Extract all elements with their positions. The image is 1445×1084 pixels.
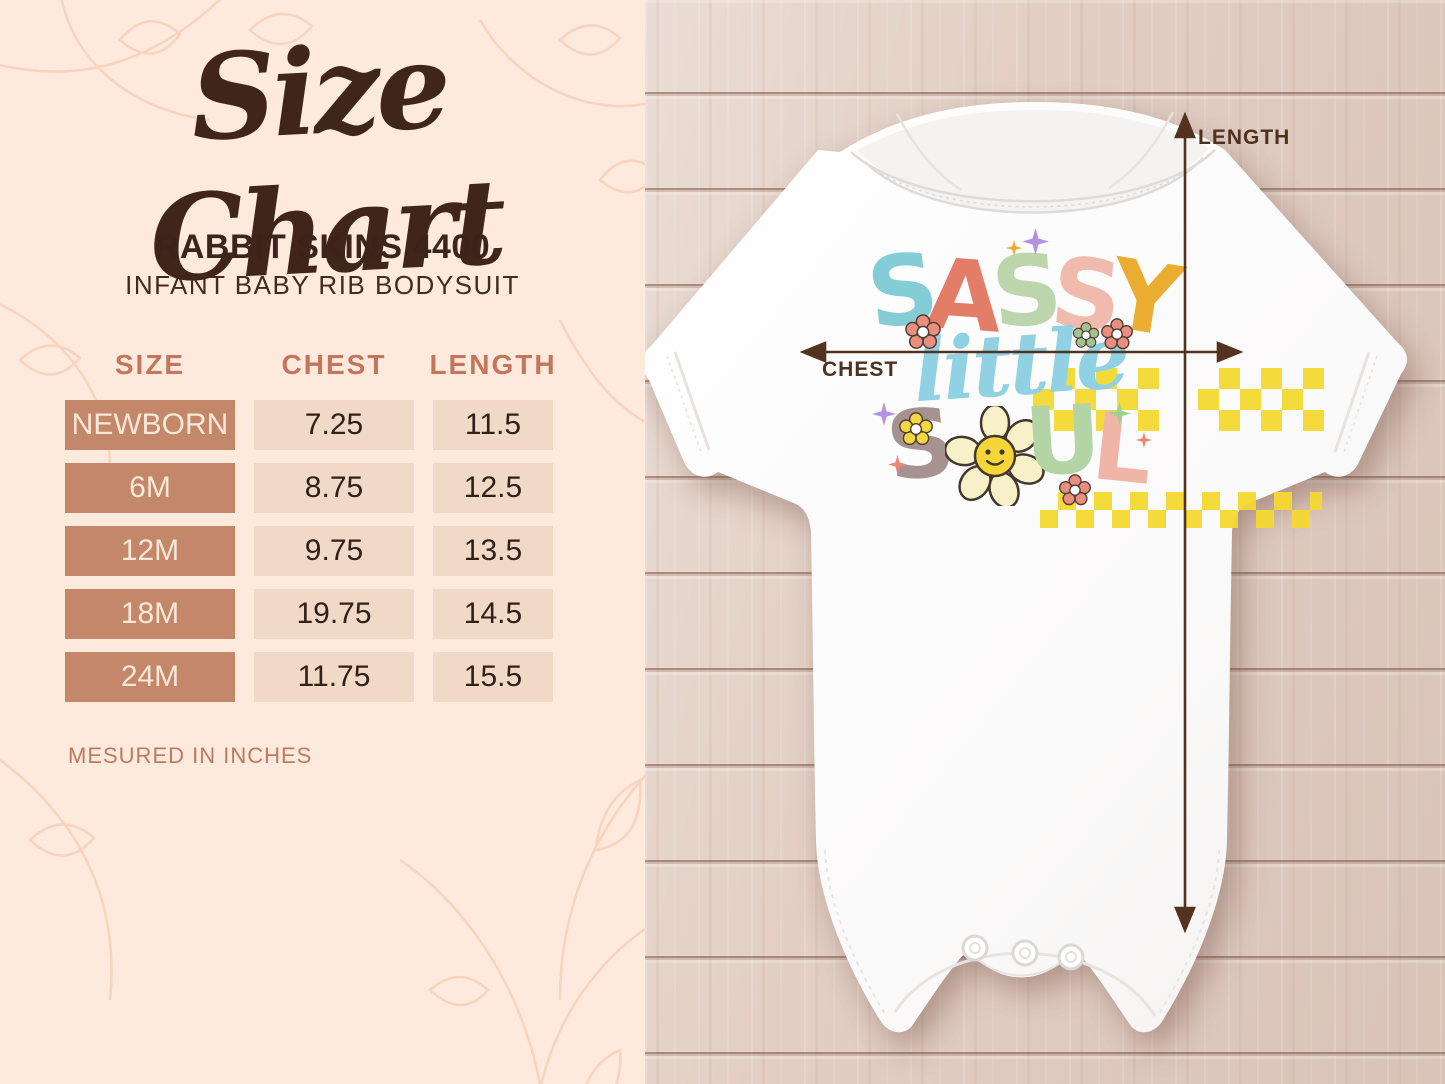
checker-pattern	[1033, 368, 1159, 431]
table-row-length-value: 13.5	[433, 526, 553, 576]
table-row-chest-value: 8.75	[254, 463, 414, 513]
bodysuit-mockup	[645, 102, 1407, 1033]
table-row-size-label: 12M	[65, 526, 235, 576]
graphic-word-soul: S U L	[800, 385, 1240, 507]
table-row-length-value: 12.5	[433, 463, 553, 513]
checker-pattern	[1198, 368, 1324, 431]
flower-icon	[1101, 318, 1133, 350]
table-row-length-value: 11.5	[433, 400, 553, 450]
flower-icon	[1059, 474, 1091, 506]
table-row-size-label: 6M	[65, 463, 235, 513]
flower-icon	[905, 314, 941, 349]
daisy-smiley-icon	[944, 406, 1045, 506]
measurement-note: MESURED IN INCHES	[68, 743, 313, 768]
table-row-length-value: 14.5	[433, 589, 553, 639]
leaf-decoration-art	[0, 0, 645, 1084]
length-measure-label: LENGTH	[1198, 126, 1291, 149]
table-row-size-label: 18M	[65, 589, 235, 639]
product-mockup-area: SASSY little S	[645, 0, 1445, 1084]
table-row-chest-value: 19.75	[254, 589, 414, 639]
flower-icon	[1072, 322, 1100, 348]
table-row-chest-value: 9.75	[254, 526, 414, 576]
product-name: RABBIT SKINS 4400	[154, 228, 491, 266]
table-row-length-value: 15.5	[433, 652, 553, 702]
chest-measure-label: CHEST	[822, 358, 899, 381]
column-header-chest: CHEST	[281, 349, 387, 380]
table-row-size-label: 24M	[65, 652, 235, 702]
size-chart-panel: Size Chart RABBIT SKINS 4400 INFANT BABY…	[0, 0, 645, 1084]
measurement-arrows	[799, 111, 1244, 934]
column-header-length: LENGTH	[429, 349, 557, 380]
column-header-size: SIZE	[114, 349, 186, 380]
table-row-chest-value: 7.25	[254, 400, 414, 450]
table-row-size-label: NEWBORN	[65, 400, 235, 450]
flower-icon	[899, 412, 933, 446]
table-row-chest-value: 11.75	[254, 652, 414, 702]
product-subtitle: INFANT BABY RIB BODYSUIT	[125, 270, 520, 300]
snap-buttons	[961, 934, 1085, 971]
size-table: SIZE CHEST LENGTH NEWBORN 7.25 11.5 6M 8…	[65, 343, 557, 702]
